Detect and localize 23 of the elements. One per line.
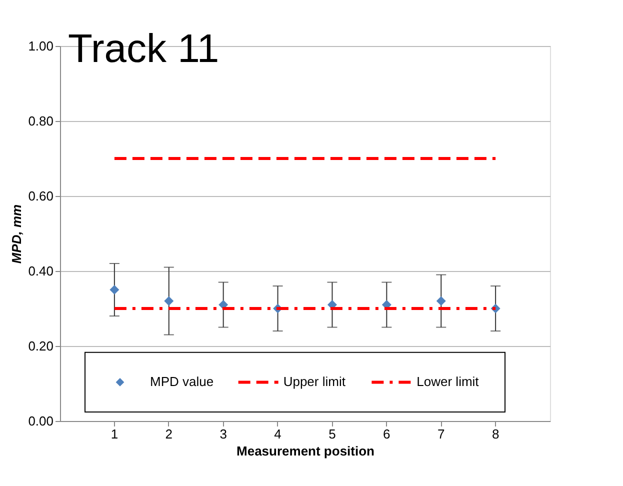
x-tick-label: 6 [383,426,390,442]
x-tick-label: 7 [437,426,445,442]
y-tick-label: 0.20 [28,338,54,354]
x-axis-title: Measurement position [236,444,375,458]
x-tick-label: 3 [220,426,227,442]
legend-label: Lower limit [416,374,480,390]
y-tick-label: 0.80 [28,114,54,128]
legend-label: MPD value [150,374,214,390]
y-tick-label: 0.60 [28,188,54,204]
x-tick-label: 5 [328,426,336,442]
y-tick-label: 0.40 [28,264,54,278]
point [110,285,120,294]
point [164,296,174,306]
y-tick-label: 1.00 [28,38,54,54]
point [436,296,446,306]
x-tick-label: 2 [165,426,173,442]
legend-label: Upper limit [283,374,346,390]
chart-title: Track 11 [68,27,220,71]
y-tick-label: 0.00 [28,414,54,428]
x-tick-label: 1 [110,426,118,442]
x-tick-label: 4 [274,426,282,442]
y-axis-title: MPD, mm [9,204,24,264]
x-tick-label: 8 [492,426,500,442]
